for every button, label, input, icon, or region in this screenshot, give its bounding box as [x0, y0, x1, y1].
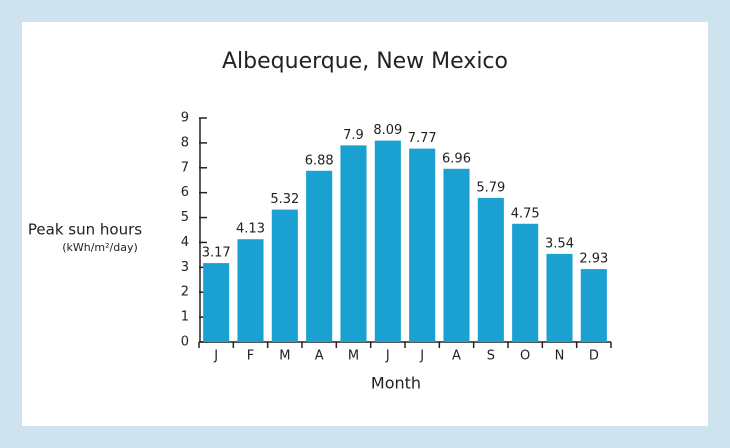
- y-tick-label: 8: [181, 135, 189, 150]
- y-tick-label: 0: [181, 335, 189, 350]
- value-label: 5.79: [476, 180, 505, 195]
- chart-title: Albequerque, New Mexico: [222, 49, 508, 74]
- x-tick-label: A: [452, 349, 461, 364]
- x-tick-label: A: [315, 349, 324, 364]
- x-tick-label: S: [487, 349, 495, 364]
- y-axis-label: Peak sun hours: [28, 221, 142, 239]
- value-label: 8.09: [373, 123, 402, 138]
- bar: [374, 140, 401, 342]
- y-tick-label: 3: [181, 260, 189, 275]
- bar: [546, 253, 573, 342]
- bar: [237, 239, 264, 342]
- value-label: 3.17: [202, 246, 231, 261]
- x-tick-label: J: [419, 349, 424, 364]
- y-axis-sublabel: (kWh/m²/day): [62, 241, 138, 254]
- y-tick-label: 9: [181, 111, 189, 126]
- value-label: 7.9: [343, 128, 364, 143]
- bar: [340, 145, 367, 342]
- x-axis-label: Month: [371, 374, 421, 393]
- x-tick-label: N: [555, 349, 565, 364]
- x-tick-label: D: [589, 349, 599, 364]
- x-tick-label: O: [520, 349, 530, 364]
- x-tick-label: M: [348, 349, 359, 364]
- value-label: 2.93: [579, 252, 608, 267]
- value-label: 3.54: [545, 236, 574, 251]
- bar: [203, 263, 230, 342]
- bar: [512, 223, 539, 342]
- value-label: 6.88: [305, 153, 334, 168]
- value-label: 4.13: [236, 222, 265, 237]
- y-tick-label: 5: [181, 210, 189, 225]
- y-tick-label: 7: [181, 160, 189, 175]
- x-tick-label: J: [213, 349, 218, 364]
- bar: [443, 168, 470, 342]
- bar: [306, 170, 333, 342]
- value-label: 4.75: [511, 206, 540, 221]
- bar: [409, 148, 436, 342]
- value-label: 6.96: [442, 151, 471, 166]
- x-tick-label: M: [279, 349, 290, 364]
- x-tick-label: F: [247, 349, 254, 364]
- x-tick-label: J: [385, 349, 390, 364]
- y-tick-label: 4: [181, 235, 189, 250]
- bar: [477, 197, 504, 342]
- y-tick-label: 2: [181, 285, 189, 300]
- y-tick-label: 1: [181, 310, 189, 325]
- y-tick-label: 6: [181, 185, 189, 200]
- value-label: 7.77: [408, 131, 437, 146]
- bar: [271, 209, 298, 342]
- bar: [580, 269, 607, 342]
- value-label: 5.32: [270, 192, 299, 207]
